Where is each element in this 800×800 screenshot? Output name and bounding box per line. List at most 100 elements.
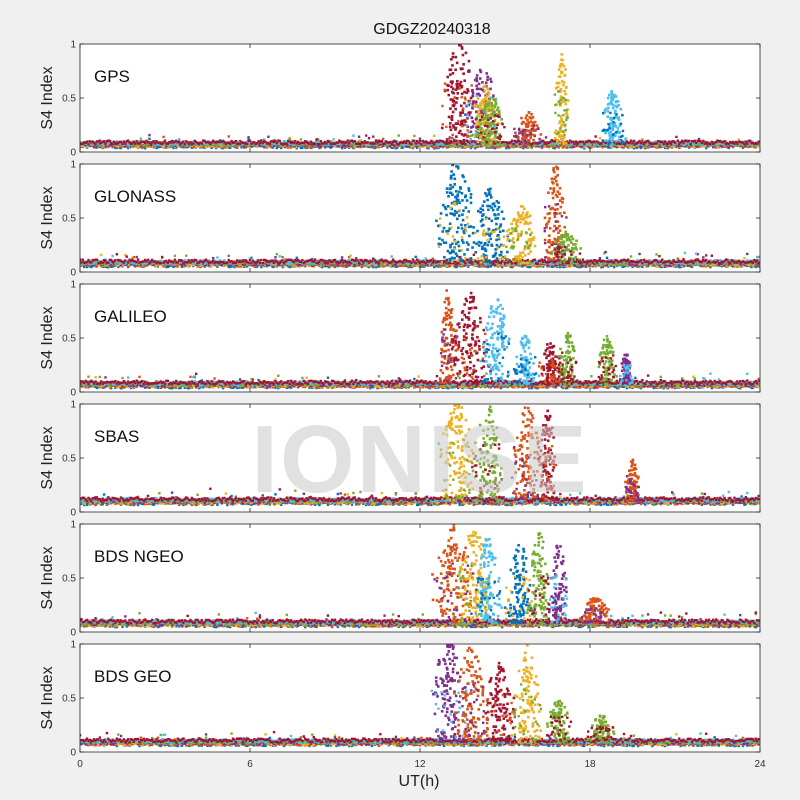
baseline-point <box>282 142 286 146</box>
baseline-point <box>437 140 440 144</box>
baseline-point <box>277 139 280 142</box>
baseline-point <box>641 140 644 143</box>
baseline-point <box>420 265 423 268</box>
baseline-point <box>216 140 219 144</box>
baseline-point <box>679 142 682 146</box>
baseline-point <box>635 141 638 145</box>
baseline-point <box>659 141 663 144</box>
burst-point <box>610 89 613 93</box>
baseline-point <box>389 142 392 145</box>
baseline-point <box>98 142 102 145</box>
baseline-point <box>189 141 192 144</box>
burst-point <box>559 89 563 92</box>
baseline-point <box>287 141 290 145</box>
baseline-point <box>612 141 616 145</box>
baseline-point <box>169 140 172 143</box>
baseline-point <box>636 141 640 144</box>
baseline-point <box>615 144 619 147</box>
baseline-point <box>737 144 740 147</box>
baseline-point <box>716 143 719 146</box>
baseline-point <box>418 144 422 147</box>
burst-point-secondary <box>491 127 495 130</box>
baseline-point <box>367 265 371 269</box>
baseline-point <box>109 265 113 269</box>
baseline-point <box>374 146 378 149</box>
baseline-point <box>551 265 555 268</box>
baseline-point <box>304 140 307 143</box>
baseline-point <box>243 263 246 267</box>
baseline-point <box>746 144 749 147</box>
burst-point <box>486 87 489 91</box>
baseline-point <box>296 141 300 145</box>
baseline-point <box>352 142 355 145</box>
baseline-point <box>231 143 235 147</box>
baseline-point <box>111 145 114 148</box>
baseline-point <box>544 136 548 139</box>
baseline-point <box>359 145 362 149</box>
burst-point <box>491 138 494 141</box>
burst-point <box>525 125 528 128</box>
baseline-point <box>289 144 293 147</box>
burst-point <box>461 53 465 57</box>
baseline-point <box>112 143 116 147</box>
burst-point <box>611 125 615 129</box>
baseline-point <box>338 141 341 144</box>
burst-point <box>478 107 482 111</box>
baseline-point <box>190 140 194 144</box>
burst-point <box>451 52 455 55</box>
baseline-point <box>240 140 243 144</box>
burst-point-secondary <box>476 134 480 137</box>
baseline-point <box>400 140 403 144</box>
baseline-point <box>421 139 425 143</box>
baseline-point <box>574 143 578 147</box>
baseline-point <box>687 142 691 146</box>
burst-point <box>611 135 615 139</box>
baseline-point <box>387 142 391 146</box>
baseline-point <box>585 144 589 147</box>
burst-point <box>451 55 455 59</box>
burst-point-secondary <box>441 123 444 126</box>
baseline-point <box>322 143 325 146</box>
baseline-point <box>512 140 515 143</box>
baseline-point <box>332 138 335 141</box>
baseline-point <box>186 144 189 148</box>
baseline-point <box>151 141 154 144</box>
baseline-point <box>530 143 534 146</box>
baseline-point <box>299 143 303 147</box>
burst-point <box>611 98 615 101</box>
baseline-point <box>204 145 208 149</box>
baseline-point <box>543 145 546 148</box>
baseline-point <box>343 145 347 149</box>
burst-point <box>474 123 478 127</box>
burst-point-secondary <box>612 133 615 136</box>
baseline-point <box>357 140 361 143</box>
baseline-point <box>131 140 134 143</box>
burst-point <box>483 139 487 143</box>
baseline-point <box>421 140 425 144</box>
burst-point-secondary <box>486 114 490 117</box>
burst-point <box>522 120 525 124</box>
baseline-point <box>141 144 144 147</box>
baseline-point <box>591 264 595 268</box>
baseline-point <box>457 144 460 147</box>
baseline-point <box>413 142 416 146</box>
baseline-point <box>209 144 212 148</box>
burst-point <box>531 128 535 132</box>
baseline-point <box>193 142 196 146</box>
baseline-point <box>272 142 276 146</box>
baseline-point <box>452 265 456 268</box>
baseline-point <box>173 140 177 143</box>
baseline-point <box>136 145 140 148</box>
burst-point-secondary <box>561 130 565 133</box>
baseline-point <box>646 142 650 145</box>
baseline-point <box>729 140 732 144</box>
baseline-point <box>682 265 685 268</box>
baseline-point <box>136 142 140 145</box>
burst-point <box>557 135 561 138</box>
baseline-point <box>329 146 332 149</box>
baseline-point <box>675 135 678 139</box>
baseline-point <box>561 143 565 147</box>
baseline-point <box>156 141 160 144</box>
baseline-point <box>631 143 634 147</box>
baseline-point <box>709 143 712 146</box>
